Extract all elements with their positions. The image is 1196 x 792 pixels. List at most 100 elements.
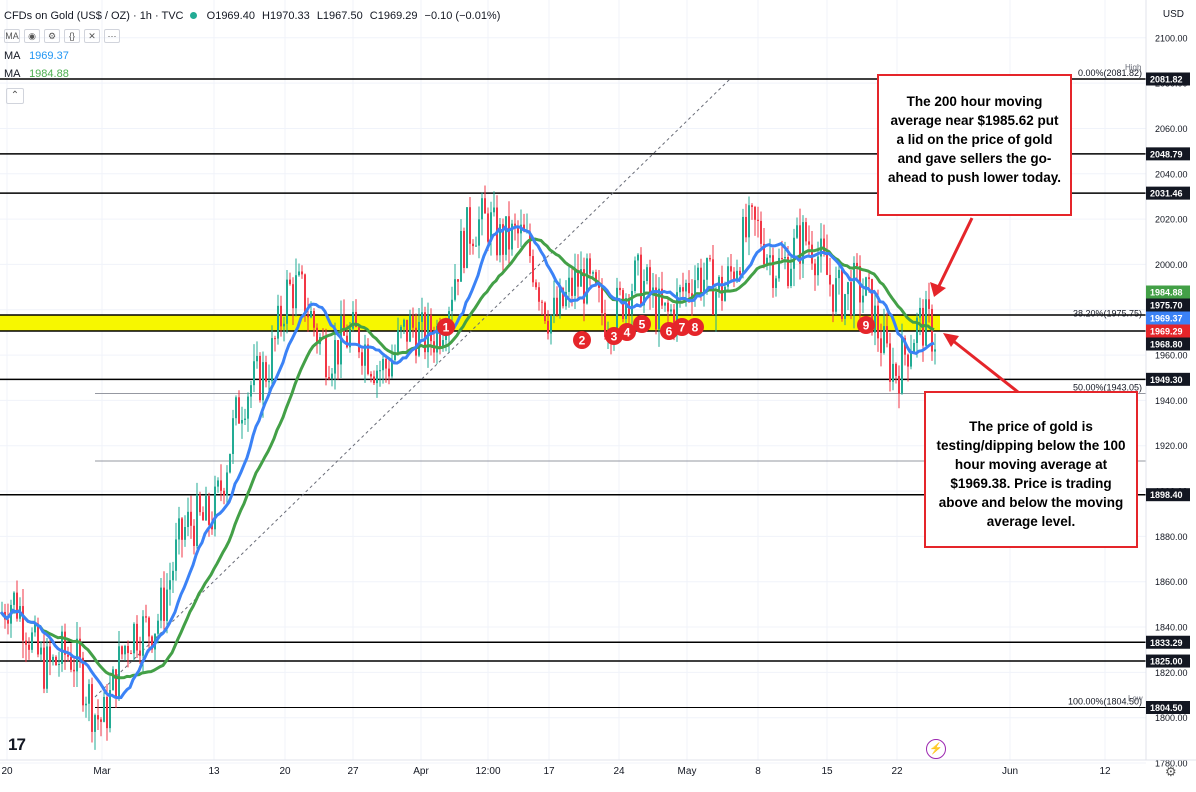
ma-row-200[interactable]: MA 1984.88 (4, 68, 69, 80)
x-tick-label: May (678, 766, 697, 777)
lightning-icon[interactable]: ⚡ (926, 739, 946, 759)
candle-body (658, 288, 660, 330)
horizontal-levels (0, 78, 1146, 708)
candle-body (13, 592, 15, 605)
tradingview-logo: 17 (8, 735, 26, 754)
ma-row-100[interactable]: MA 1969.37 (4, 50, 69, 62)
candle-body (715, 291, 717, 315)
fib-label: 38.20%(1975.75) (1073, 308, 1142, 318)
x-tick-label: 13 (208, 766, 220, 777)
price-label-box (1146, 701, 1190, 714)
candle-body (382, 359, 384, 371)
candle-body (478, 219, 480, 246)
candle-body (178, 518, 180, 540)
marker-circle (633, 315, 651, 333)
candle-body (481, 198, 483, 220)
fib-label: 0.00%(2081.82) (1078, 68, 1142, 78)
candle-body (133, 623, 135, 654)
price-label-box (1146, 372, 1190, 386)
candle-body (91, 684, 93, 732)
settings-icon[interactable]: ⚙ (44, 29, 60, 43)
source-code-icon[interactable]: {} (64, 29, 80, 43)
candle-body (844, 294, 846, 319)
gear-icon[interactable]: ⚙ (1165, 764, 1177, 779)
candle-body (646, 267, 648, 281)
candle-body (130, 653, 132, 655)
candle-body (541, 301, 543, 303)
candle-body (901, 338, 903, 394)
candle-body (589, 258, 591, 274)
price-label-box (1146, 654, 1190, 668)
candle-body (814, 263, 816, 276)
candle-body (511, 223, 513, 250)
candle-body (802, 222, 804, 264)
candle-body (562, 288, 564, 307)
candle-body (397, 330, 399, 353)
marker-label: 8 (692, 321, 699, 335)
candle-body (106, 696, 108, 729)
marker-circle (437, 318, 455, 336)
candle-body (223, 490, 225, 496)
candle-body (853, 262, 855, 316)
markers: 12 3 45 6 7 8 9 (437, 315, 875, 349)
candle-body (436, 325, 438, 353)
candle-body (925, 299, 927, 346)
candle-body (568, 277, 570, 292)
candle-body (109, 690, 111, 729)
currency-label[interactable]: USD (1162, 9, 1184, 20)
x-tick-label: 12:00 (475, 766, 500, 777)
x-tick-label: 17 (543, 766, 555, 777)
candle-body (700, 267, 702, 294)
candle-body (784, 256, 786, 259)
candle-body (895, 363, 897, 376)
candle-body (580, 269, 582, 287)
candle-body (883, 326, 885, 353)
candle-body (373, 376, 375, 384)
price-label-box (1146, 337, 1190, 351)
candle-body (400, 326, 402, 331)
candle-body (277, 305, 279, 339)
candle-body (352, 311, 354, 329)
marker-label: 7 (679, 321, 686, 335)
price-label-text: 1898.40 (1150, 490, 1183, 500)
candle-body (331, 373, 333, 379)
candle-body (112, 669, 114, 691)
candle-body (805, 222, 807, 242)
candle-body (886, 326, 888, 344)
candle-body (73, 669, 75, 672)
candle-body (283, 323, 285, 327)
candle-body (832, 284, 834, 312)
marker-label: 3 (611, 330, 618, 344)
candle-body (100, 719, 102, 722)
candle-body (301, 271, 303, 275)
candle-body (706, 258, 708, 280)
candle-body (862, 295, 864, 303)
eye-icon[interactable]: ◉ (24, 29, 40, 43)
candle-body (259, 355, 261, 401)
candle-body (547, 320, 549, 334)
candle-body (220, 480, 222, 491)
ma-value: 1969.37 (29, 50, 69, 62)
candle-body (166, 589, 168, 621)
candle-body (70, 656, 72, 670)
marker-circle (618, 323, 636, 341)
more-icon[interactable]: ⋯ (104, 29, 120, 43)
close-icon[interactable]: ✕ (84, 29, 100, 43)
candle-body (370, 373, 372, 377)
y-tick-label: 1880.00 (1155, 532, 1188, 542)
candle-body (676, 292, 678, 329)
y-tick-label: 1820.00 (1155, 668, 1188, 678)
candle-body (376, 370, 378, 384)
candle-body (622, 290, 624, 319)
collapse-legend-icon[interactable]: ⌃ (6, 88, 24, 104)
candle-body (703, 279, 705, 294)
candle-body (913, 342, 915, 352)
candle-body (667, 302, 669, 312)
candle-body (328, 377, 330, 379)
price-label-text: 1975.70 (1150, 301, 1183, 311)
candle-body (877, 305, 879, 339)
support-zone-band (0, 315, 940, 331)
candle-body (175, 539, 177, 571)
candle-body (115, 669, 117, 699)
arrow-head (943, 333, 959, 347)
